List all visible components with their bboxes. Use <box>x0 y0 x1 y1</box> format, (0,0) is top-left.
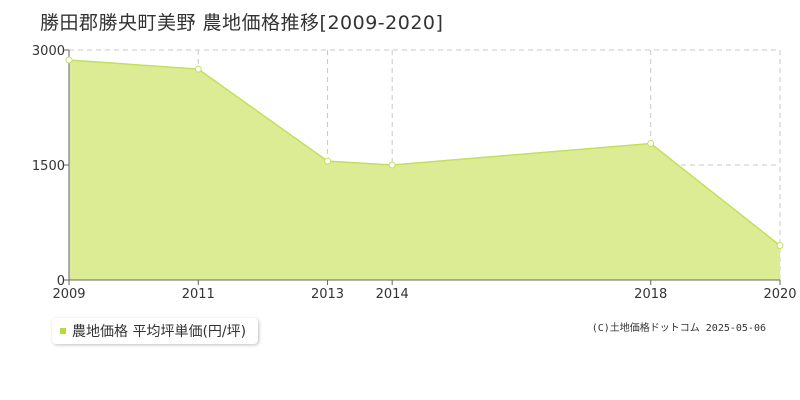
axes <box>63 49 781 285</box>
x-tick-label: 2018 <box>634 287 667 302</box>
tick-labels: 0 1500 3000 2009 2011 2013 2014 2018 2020 <box>32 44 797 302</box>
x-tick-label: 2014 <box>376 287 409 302</box>
y-tick-label: 0 <box>57 274 65 289</box>
legend-label: 農地価格 平均坪単価(円/坪) <box>72 324 247 340</box>
y-tick-label: 1500 <box>32 159 65 174</box>
series-line <box>68 59 781 247</box>
x-tick-label: 2020 <box>763 287 796 302</box>
copyright-text: (C)土地価格ドットコム 2025-05-06 <box>591 323 766 334</box>
data-point-2018 <box>647 140 655 148</box>
x-tick-label: 2009 <box>52 287 85 302</box>
data-points <box>65 56 784 249</box>
data-point-2011 <box>194 65 202 73</box>
data-point-2009 <box>65 56 73 64</box>
data-point-2020 <box>776 242 784 249</box>
y-tick-label: 3000 <box>32 44 65 59</box>
legend-swatch <box>60 328 66 334</box>
data-point-2014 <box>388 161 396 169</box>
data-point-2013 <box>324 157 332 165</box>
x-tick-label: 2013 <box>311 287 344 302</box>
chart-title: 勝田郡勝央町美野 農地価格推移[2009-2020] <box>40 12 444 34</box>
series-area-fill <box>69 59 780 280</box>
x-tick-label: 2011 <box>182 287 215 302</box>
legend: 農地価格 平均坪単価(円/坪) <box>52 318 259 344</box>
series-area <box>68 59 781 280</box>
